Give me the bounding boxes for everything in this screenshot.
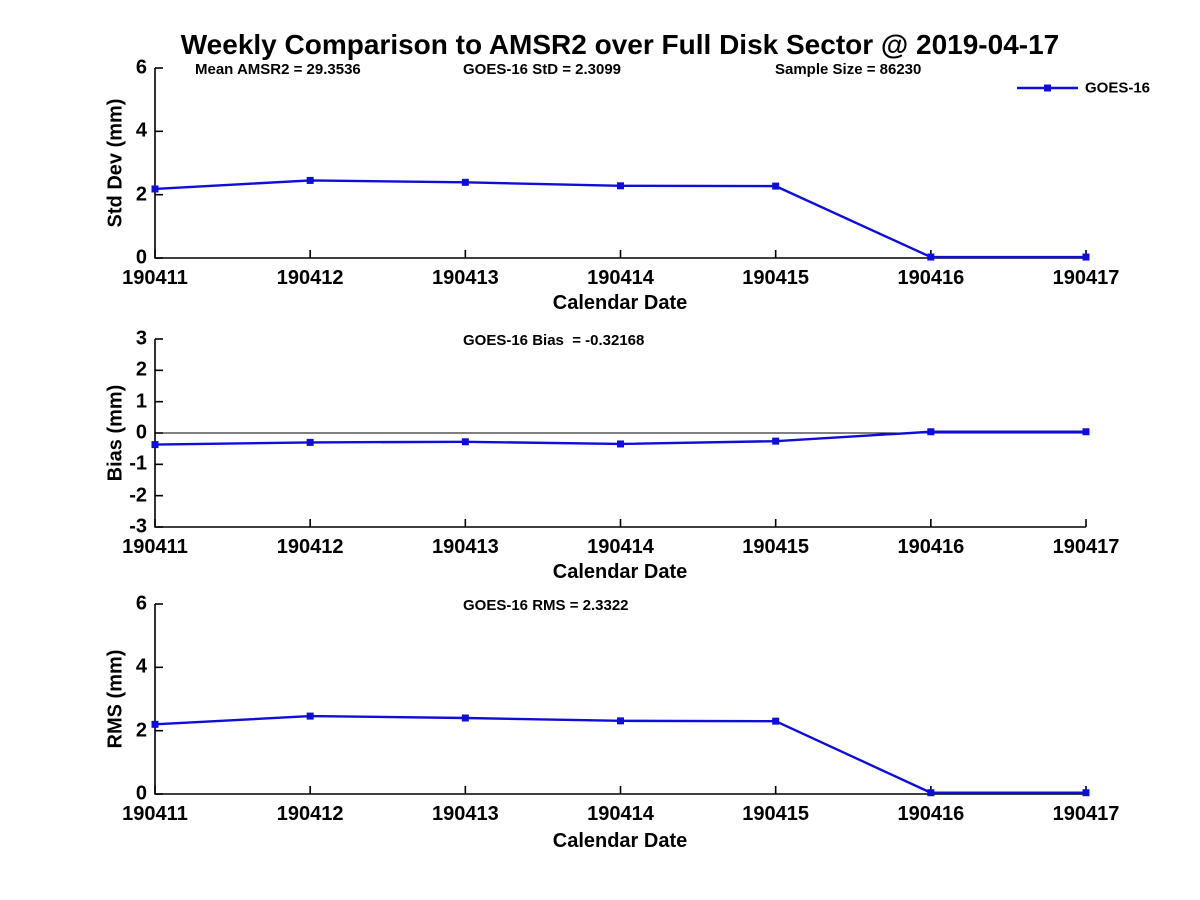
std-dev-series-line — [154, 179, 1086, 259]
bias-data-point — [927, 428, 935, 436]
x-tick-label: 190411 — [122, 803, 188, 825]
rms-data-point — [927, 789, 935, 797]
x-tick-label: 190415 — [742, 536, 810, 558]
x-tick-label: 190417 — [1052, 803, 1120, 825]
rms-data-point — [306, 712, 314, 720]
y-tick-label: 4 — [135, 119, 147, 142]
std-dev-data-point — [461, 178, 469, 186]
bias-x-axis-label: Calendar Date — [552, 561, 688, 583]
y-tick-label: 0 — [135, 246, 147, 269]
stddev-annotation-sample-size: Sample Size = 86230 — [775, 61, 922, 78]
x-tick-label: 190414 — [587, 536, 654, 558]
std-dev-data-point — [927, 253, 935, 261]
stddev-annotation-goes16-std: GOES-16 StD = 2.3099 — [463, 61, 621, 78]
rms-data-point — [617, 717, 624, 725]
rms-data-point — [1082, 789, 1090, 797]
y-tick-label: 0 — [135, 421, 147, 444]
x-tick-label: 190412 — [276, 536, 344, 558]
stddev-annotation-mean-amsr2: Mean AMSR2 = 29.3536 — [195, 61, 361, 78]
x-tick-label: 190413 — [431, 536, 499, 558]
y-tick-label: -3 — [129, 515, 147, 538]
x-tick-label: 190416 — [897, 267, 965, 289]
x-tick-label: 190416 — [897, 803, 965, 825]
bias-data-point — [461, 438, 469, 446]
rms-data-point — [772, 717, 780, 725]
std-dev-data-point — [151, 185, 159, 193]
y-tick-label: 2 — [135, 358, 147, 381]
x-tick-label: 190414 — [587, 267, 654, 289]
y-tick-label: 4 — [135, 655, 147, 678]
bias-data-point — [151, 441, 159, 449]
bias-data-point — [1082, 428, 1090, 436]
y-tick-label: 6 — [135, 56, 147, 79]
rms-series-line — [154, 714, 1086, 794]
x-tick-label: 190413 — [431, 803, 499, 825]
rms-data-point — [461, 714, 469, 722]
bias-data-point — [617, 440, 624, 448]
chart-title: Weekly Comparison to AMSR2 over Full Dis… — [180, 29, 1060, 60]
x-tick-label: 190415 — [742, 803, 810, 825]
y-tick-label: 2 — [135, 719, 147, 742]
y-tick-label: 6 — [135, 592, 147, 615]
x-tick-label: 190417 — [1052, 536, 1120, 558]
bias-data-point — [772, 437, 780, 445]
bias-annotation-goes16-bias: GOES-16 Bias = -0.32168 — [463, 332, 645, 349]
std-dev-data-point — [1082, 253, 1090, 261]
x-tick-label: 190413 — [431, 267, 499, 289]
y-tick-label: 2 — [135, 183, 147, 206]
y-tick-label: 0 — [135, 782, 147, 805]
y-tick-label: -2 — [129, 484, 147, 507]
bias-data-point — [306, 438, 314, 446]
x-tick-label: 190416 — [897, 536, 965, 558]
x-tick-label: 190411 — [122, 267, 188, 289]
x-tick-label: 190412 — [276, 267, 344, 289]
stddev-y-axis-label: Std Dev (mm) — [104, 98, 127, 228]
y-tick-label: 3 — [135, 327, 147, 350]
std-dev-data-point — [306, 176, 314, 184]
std-dev-data-point — [772, 182, 780, 190]
rms-x-axis-label: Calendar Date — [552, 830, 688, 852]
x-tick-label: 190411 — [122, 536, 188, 558]
stddev-x-axis-label: Calendar Date — [552, 292, 688, 314]
x-tick-label: 190415 — [742, 267, 810, 289]
rms-data-point — [151, 720, 159, 728]
legend-goes16-label: GOES-16 — [1085, 79, 1151, 97]
y-tick-label: -1 — [129, 452, 147, 475]
y-tick-label: 1 — [135, 390, 147, 413]
legend-marker-icon — [1044, 84, 1051, 92]
std-dev-data-point — [617, 182, 624, 190]
x-tick-label: 190417 — [1052, 267, 1120, 289]
x-tick-label: 190414 — [587, 803, 654, 825]
x-tick-label: 190412 — [276, 803, 344, 825]
rms-annotation-goes16-rms: GOES-16 RMS = 2.3322 — [463, 597, 629, 614]
